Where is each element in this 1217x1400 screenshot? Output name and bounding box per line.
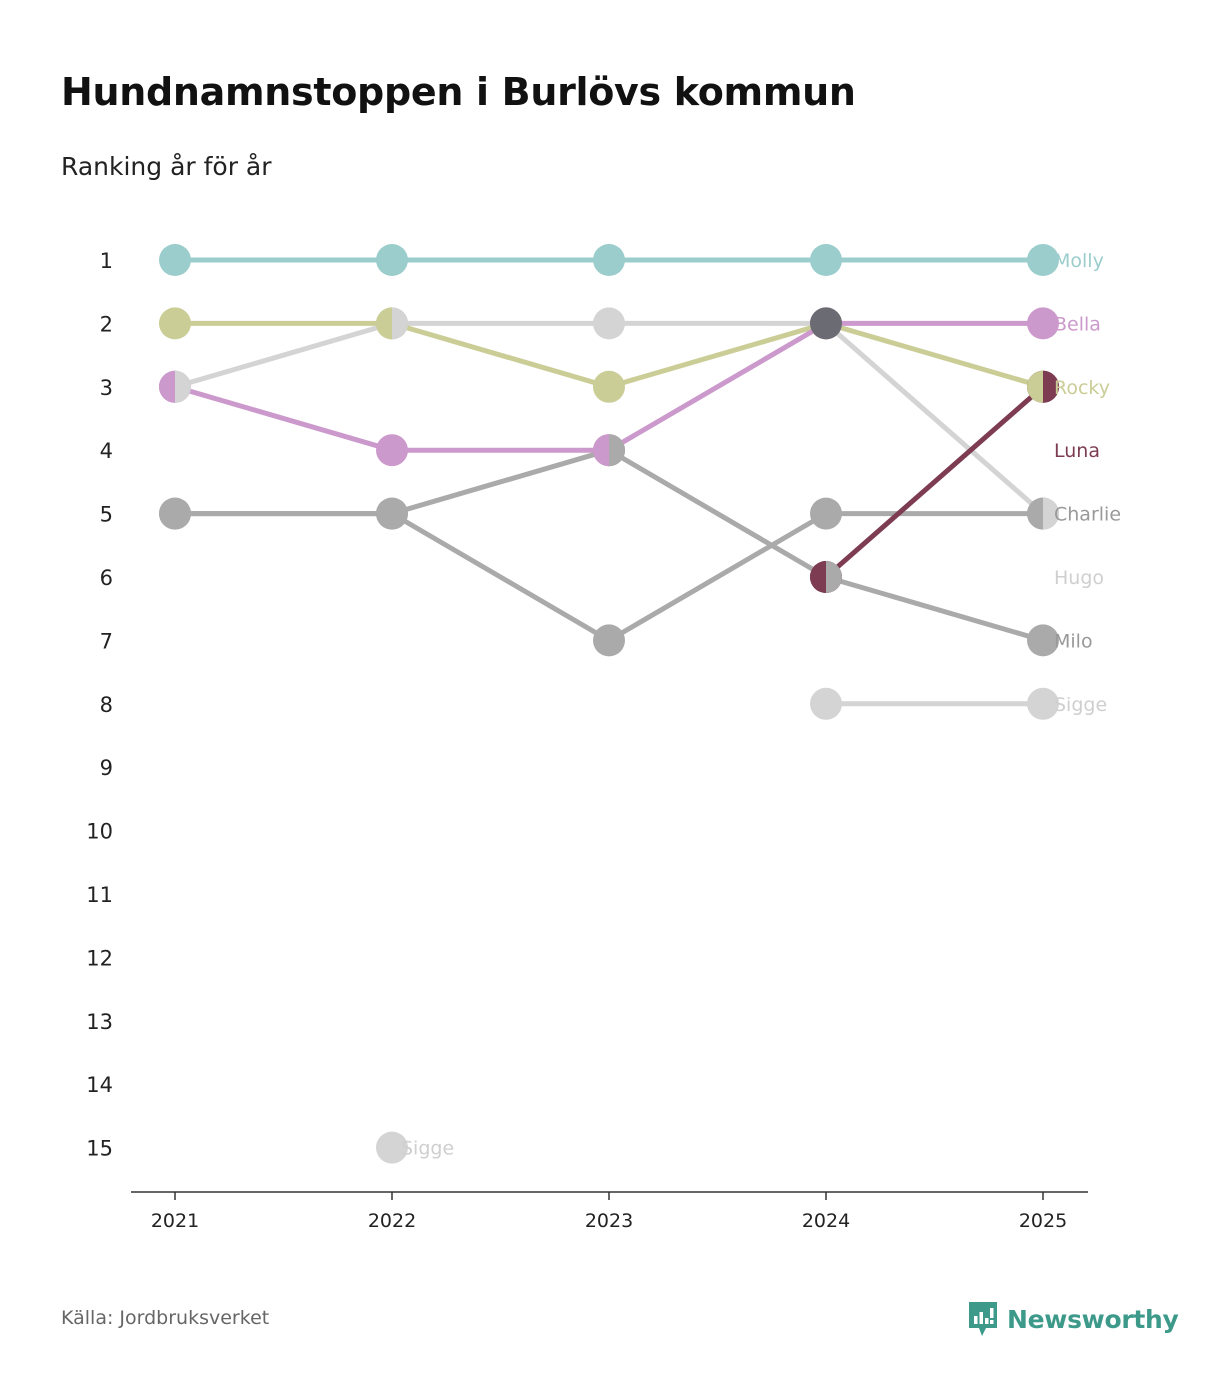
- y-tick-label-1: 1: [100, 249, 113, 273]
- newsworthy-logo-icon: [969, 1302, 997, 1336]
- shared-marker-2024-rank-6-left: [810, 561, 826, 593]
- brand-logo[interactable]: Newsworthy: [967, 1300, 1179, 1338]
- point-milo-2023: [593, 624, 625, 657]
- series-line-hugo-2021-2022: [172, 320, 395, 390]
- series-line-rocky-2024-2025: [823, 320, 1046, 390]
- shared-marker-2025-rank-5-right: [1043, 497, 1059, 530]
- point-hugo-2023: [593, 307, 625, 340]
- end-label-bella: Bella: [1054, 313, 1101, 335]
- x-tick-label-2022: 2022: [368, 1210, 416, 1232]
- series-line-milo-2022-2023: [389, 511, 612, 643]
- inline-label-sigge-2022: Sigge: [401, 1138, 454, 1160]
- shared-marker-2022-rank-2-left: [376, 307, 392, 340]
- y-tick-label-5: 5: [100, 503, 113, 527]
- end-label-milo: Milo: [1054, 630, 1093, 652]
- shared-marker-2023-rank-4-right: [609, 434, 625, 467]
- point-charlie-2025: [1027, 624, 1059, 657]
- end-label-hugo: Hugo: [1054, 567, 1104, 589]
- series-line-rocky-2023-2024: [606, 320, 829, 390]
- shared-marker-2024-rank-6-right: [826, 561, 842, 593]
- series-line-bella-2023-2024: [606, 320, 829, 453]
- end-label-luna: Luna: [1054, 440, 1100, 462]
- series-line-luna-2024-2025: [823, 384, 1046, 580]
- point-bella-2022: [376, 434, 408, 467]
- end-label-rocky: Rocky: [1054, 377, 1110, 399]
- y-tick-label-6: 6: [100, 566, 113, 590]
- y-tick-label-9: 9: [100, 756, 113, 780]
- brand-name: Newsworthy: [1007, 1304, 1179, 1334]
- point-molly-2025: [1027, 244, 1059, 276]
- y-tick-label-14: 14: [86, 1073, 113, 1097]
- y-tick-label-4: 4: [100, 439, 113, 463]
- point-milo-2021: [159, 497, 191, 530]
- series-line-charlie-2024-2025: [823, 574, 1046, 643]
- y-tick-label-15: 15: [86, 1137, 113, 1161]
- point-bella-2025: [1027, 307, 1059, 340]
- point-molly-2024: [810, 244, 842, 276]
- point-milo-2022: [376, 497, 408, 530]
- y-tick-label-12: 12: [86, 946, 113, 970]
- shared-marker-2024-rank-2: [810, 307, 842, 340]
- end-label-molly: Molly: [1054, 250, 1104, 272]
- x-tick-label-2021: 2021: [151, 1210, 199, 1232]
- chart-title: Hundnamnstoppen i Burlövs kommun: [61, 70, 856, 114]
- series-line-hugo-2024-2025: [823, 320, 1046, 517]
- point-molly-2023: [593, 244, 625, 276]
- x-tick-label-2024: 2024: [802, 1210, 850, 1232]
- shared-marker-2025-rank-3-right: [1043, 370, 1059, 403]
- chart-subtitle: Ranking år för år: [61, 152, 272, 181]
- point-molly-2022: [376, 244, 408, 276]
- y-tick-label-13: 13: [86, 1010, 113, 1034]
- point-sigge-2025: [1027, 687, 1059, 720]
- source-note: Källa: Jordbruksverket: [61, 1307, 270, 1329]
- point-sigge-2024: [810, 687, 842, 720]
- shared-marker-2021-rank-3-left: [159, 370, 175, 403]
- shared-marker-2022-rank-2-right: [392, 307, 408, 340]
- series-line-milo-2023-2024: [606, 511, 829, 643]
- series-line-charlie-2022-2023: [389, 447, 612, 517]
- shared-marker-2023-rank-4-left: [593, 434, 609, 467]
- end-label-charlie: Charlie: [1054, 504, 1121, 526]
- x-tick-label-2025: 2025: [1019, 1210, 1067, 1232]
- y-tick-label-11: 11: [86, 883, 113, 907]
- point-rocky-2023: [593, 370, 625, 403]
- series-line-rocky-2022-2023: [389, 320, 612, 390]
- y-tick-label-7: 7: [100, 629, 113, 653]
- point-molly-2021: [159, 244, 191, 276]
- shared-marker-2021-rank-3-right: [175, 370, 191, 403]
- x-tick-label-2023: 2023: [585, 1210, 633, 1232]
- series-line-bella-2021-2022: [172, 384, 395, 453]
- end-label-sigge: Sigge: [1054, 694, 1107, 716]
- y-tick-label-10: 10: [86, 820, 113, 844]
- shared-marker-2025-rank-5-left: [1027, 497, 1043, 530]
- point-sigge-2022: [376, 1131, 408, 1164]
- y-tick-label-3: 3: [100, 376, 113, 400]
- point-milo-2024: [810, 497, 842, 530]
- point-rocky-2021: [159, 307, 191, 340]
- y-tick-label-8: 8: [100, 693, 113, 717]
- y-tick-label-2: 2: [100, 312, 113, 336]
- series-line-charlie-2023-2024: [606, 447, 829, 580]
- shared-marker-2025-rank-3-left: [1027, 370, 1043, 403]
